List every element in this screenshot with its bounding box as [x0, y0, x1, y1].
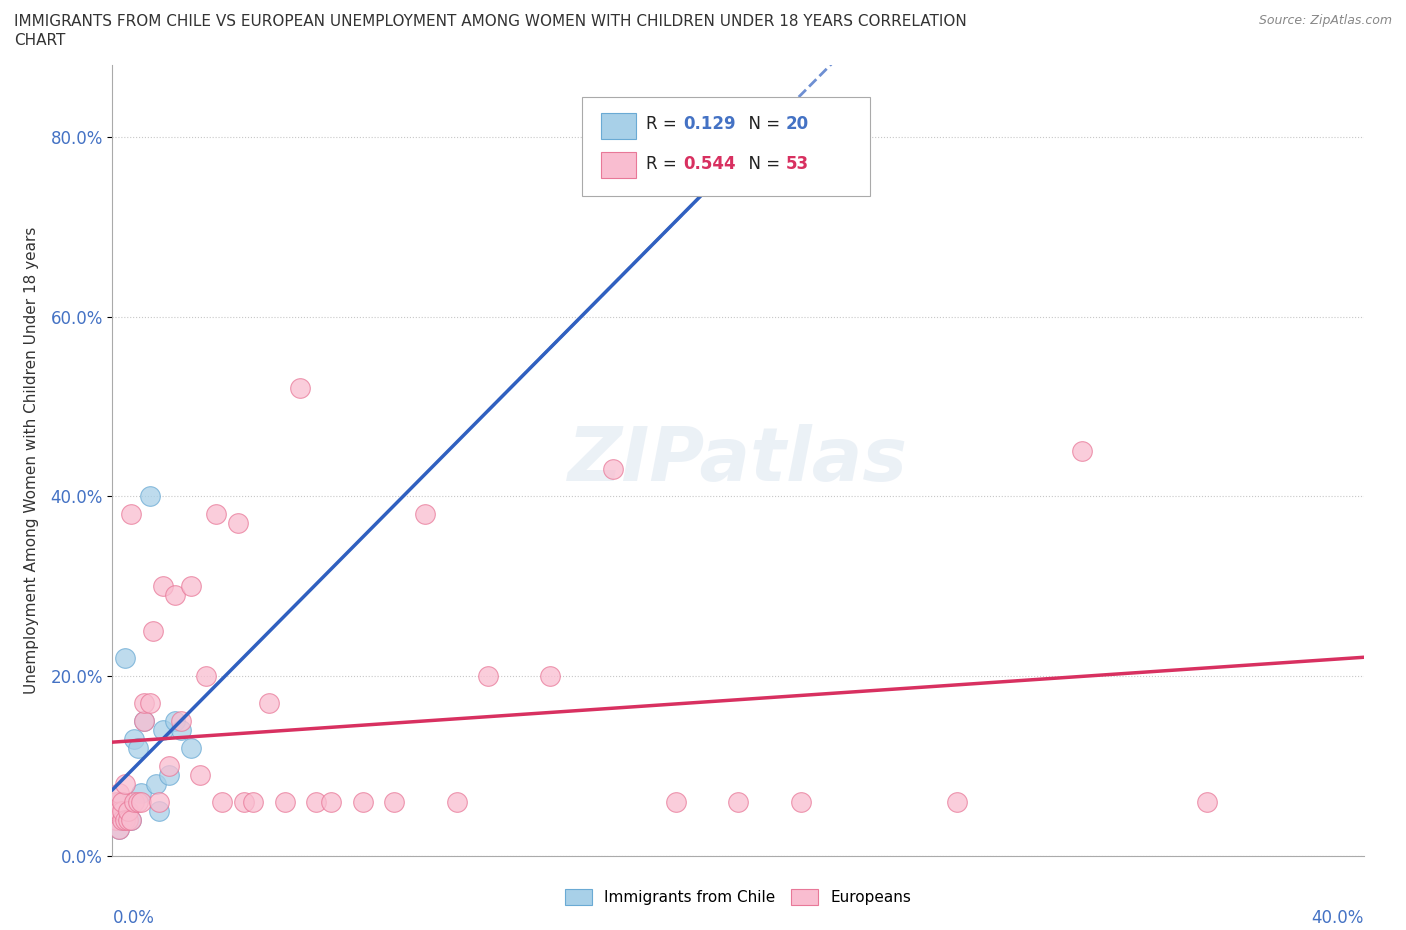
Point [152, 578, 174, 593]
Point [273, 794, 295, 809]
Bar [600, 152, 636, 179]
Point [139, 489, 162, 504]
Text: R =: R = [645, 155, 682, 173]
Point [664, 794, 686, 809]
Point [111, 804, 134, 818]
Point [352, 794, 374, 809]
Point [148, 804, 170, 818]
Point [148, 794, 170, 809]
Point [415, 507, 437, 522]
Text: N =: N = [738, 115, 786, 133]
Point [104, 794, 127, 809]
Point [127, 794, 149, 809]
Point [107, 794, 129, 809]
Point [170, 713, 193, 728]
Point [290, 381, 312, 396]
Legend: Immigrants from Chile, Europeans: Immigrants from Chile, Europeans [558, 883, 918, 911]
Point [132, 713, 155, 728]
Point [114, 777, 136, 791]
Point [382, 794, 405, 809]
Point [180, 740, 202, 755]
Text: IMMIGRANTS FROM CHILE VS EUROPEAN UNEMPLOYMENT AMONG WOMEN WITH CHILDREN UNDER 1: IMMIGRANTS FROM CHILE VS EUROPEAN UNEMPL… [14, 14, 967, 29]
Point [124, 794, 146, 809]
Text: 40.0%: 40.0% [1312, 910, 1364, 927]
Point [790, 794, 813, 809]
Text: 0.129: 0.129 [683, 115, 735, 133]
Text: 53: 53 [786, 155, 808, 173]
Point [540, 669, 562, 684]
Point [145, 777, 167, 791]
Text: 20: 20 [786, 115, 808, 133]
Point [107, 821, 129, 836]
Point [211, 794, 233, 809]
Point [946, 794, 969, 809]
Point [132, 696, 155, 711]
Point [157, 758, 180, 773]
Point [305, 794, 328, 809]
Point [257, 696, 280, 711]
Text: Source: ZipAtlas.com: Source: ZipAtlas.com [1258, 14, 1392, 27]
Bar [600, 113, 636, 139]
Point [114, 812, 136, 827]
Point [1197, 794, 1219, 809]
Point [124, 731, 146, 746]
Point [104, 812, 127, 827]
Point [120, 812, 142, 827]
Point [129, 785, 152, 800]
Point [127, 740, 149, 755]
Point [111, 812, 134, 827]
Point [111, 812, 134, 827]
Point [139, 696, 162, 711]
Point [120, 507, 142, 522]
Point [117, 804, 139, 818]
Text: 0.544: 0.544 [683, 155, 735, 173]
Y-axis label: Unemployment Among Women with Children Under 18 years: Unemployment Among Women with Children U… [24, 227, 39, 694]
Point [104, 804, 127, 818]
Point [152, 723, 174, 737]
Point [170, 723, 193, 737]
Point [107, 804, 129, 818]
Text: R =: R = [645, 115, 682, 133]
Point [117, 804, 139, 818]
Point [114, 651, 136, 666]
Point [1071, 444, 1094, 458]
Point [107, 821, 129, 836]
Point [446, 794, 468, 809]
Point [195, 669, 218, 684]
Point [226, 516, 249, 531]
Point [232, 794, 254, 809]
Point [132, 713, 155, 728]
Point [602, 462, 624, 477]
Text: ZIPatlas: ZIPatlas [568, 424, 908, 497]
Point [107, 785, 129, 800]
Point [163, 713, 186, 728]
Point [163, 588, 186, 603]
Point [204, 507, 226, 522]
Point [727, 794, 749, 809]
Point [129, 794, 152, 809]
Point [104, 804, 127, 818]
Text: N =: N = [738, 155, 786, 173]
Point [117, 812, 139, 827]
Point [104, 812, 127, 827]
Point [120, 812, 142, 827]
Point [111, 794, 134, 809]
Point [188, 767, 211, 782]
Point [157, 767, 180, 782]
Point [180, 578, 202, 593]
Text: 0.0%: 0.0% [112, 910, 155, 927]
Point [477, 669, 499, 684]
Point [321, 794, 343, 809]
FancyBboxPatch shape [582, 97, 869, 195]
Point [242, 794, 264, 809]
Text: CHART: CHART [14, 33, 66, 47]
Point [142, 624, 165, 639]
